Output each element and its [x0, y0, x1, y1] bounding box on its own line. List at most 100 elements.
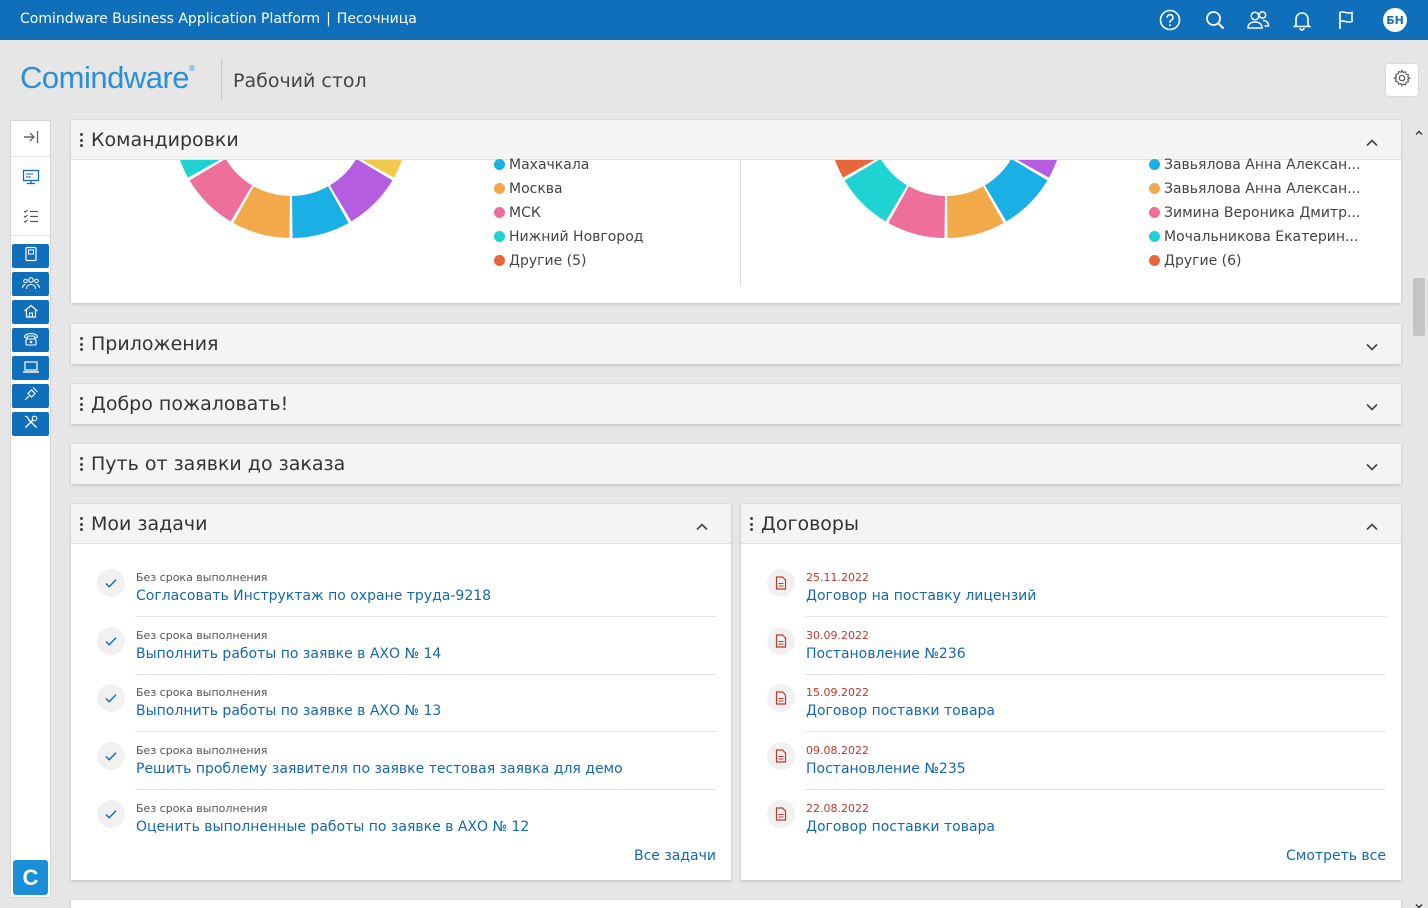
request-to-order-panel-header[interactable]: Путь от заявки до заказа [71, 444, 1401, 484]
task-row[interactable]: Без срока выполнения Выполнить работы по… [95, 674, 716, 732]
drag-handle-icon[interactable] [750, 517, 753, 531]
legend-dot [494, 231, 505, 242]
legend-dot [1149, 207, 1160, 218]
top-bar: Comindware Business Application Platform… [0, 0, 1428, 40]
see-all-contracts-link[interactable]: Смотреть все [1286, 848, 1386, 864]
document-icon [767, 800, 795, 828]
contract-date: 30.09.2022 [806, 629, 869, 642]
task-row[interactable]: Без срока выполнения Решить проблему зая… [95, 732, 716, 790]
check-icon[interactable] [97, 627, 125, 655]
comindware-logo[interactable]: Comindware® [20, 60, 195, 96]
legend-label: Москва [509, 181, 563, 197]
drag-handle-icon[interactable] [80, 397, 83, 411]
chevron-up-icon[interactable] [1365, 134, 1379, 147]
home-icon [23, 303, 39, 322]
contract-link[interactable]: Постановление №236 [806, 646, 966, 662]
legend-item: Завьялова Анна Алексан... [1149, 179, 1361, 199]
drag-handle-icon[interactable] [80, 517, 83, 531]
apps-panel-header[interactable]: Приложения [71, 324, 1401, 364]
scroll-up-arrow-icon[interactable] [1414, 123, 1424, 135]
chevron-down-icon[interactable] [1365, 398, 1379, 411]
check-icon[interactable] [97, 569, 125, 597]
welcome-panel-title: Добро пожаловать! [91, 393, 289, 415]
sidebar-app-people[interactable] [12, 272, 49, 296]
task-link[interactable]: Согласовать Инструктаж по охране труда-9… [136, 588, 492, 604]
task-link[interactable]: Выполнить работы по заявке в АХО № 13 [136, 703, 442, 719]
task-link[interactable]: Оценить выполненные работы по заявке в А… [136, 819, 530, 835]
task-link[interactable]: Выполнить работы по заявке в АХО № 14 [136, 646, 442, 662]
task-row[interactable]: Без срока выполнения Согласовать Инструк… [95, 559, 716, 617]
user-avatar[interactable]: БН [1383, 8, 1407, 32]
contract-row[interactable]: 15.09.2022 Договор поставки товара [765, 674, 1386, 732]
people-icon [21, 275, 40, 294]
chevron-down-icon[interactable] [1365, 458, 1379, 471]
drag-handle-icon[interactable] [80, 337, 83, 351]
contract-date: 15.09.2022 [806, 686, 869, 699]
task-link[interactable]: Решить проблему заявителя по заявке тест… [136, 761, 623, 777]
chevron-up-icon[interactable] [1365, 518, 1379, 531]
legend-label: Нижний Новгород [509, 229, 644, 245]
contract-link[interactable]: Договор на поставку лицензий [806, 588, 1037, 604]
contract-row[interactable]: 09.08.2022 Постановление №235 [765, 732, 1386, 790]
bell-icon[interactable] [1291, 9, 1313, 31]
contract-row[interactable]: 30.09.2022 Постановление №236 [765, 617, 1386, 675]
sidebar-item-tasks[interactable] [11, 200, 50, 236]
legend-dot [1149, 183, 1160, 194]
my-tasks-panel-header: Мои задачи [71, 504, 731, 544]
sidebar-app-laptop[interactable] [12, 356, 49, 380]
task-row[interactable]: Без срока выполнения Оценить выполненные… [95, 790, 716, 842]
chevron-down-icon[interactable] [1365, 338, 1379, 351]
legend-dot [1149, 159, 1160, 170]
welcome-panel-header[interactable]: Добро пожаловать! [71, 384, 1401, 424]
row-divider [805, 674, 1386, 675]
legend-dot [494, 159, 505, 170]
check-icon[interactable] [97, 742, 125, 770]
sidebar-item-desktop[interactable] [11, 161, 50, 197]
contract-row[interactable]: 25.11.2022 Договор на поставку лицензий [765, 559, 1386, 617]
comindware-sidebar-logo[interactable]: C [13, 860, 48, 895]
contract-link[interactable]: Постановление №235 [806, 761, 966, 777]
check-icon[interactable] [97, 800, 125, 828]
sidebar-app-satellite[interactable] [12, 384, 49, 408]
next-panel [71, 900, 1401, 908]
scrollbar-thumb[interactable] [1413, 278, 1425, 336]
app-title: Comindware Business Application Platform… [20, 11, 417, 27]
settings-button[interactable] [1386, 64, 1418, 96]
scroll-down-arrow-icon[interactable] [1414, 896, 1424, 908]
contract-row[interactable]: 22.08.2022 Договор поставки товара [765, 790, 1386, 842]
search-icon[interactable] [1204, 9, 1226, 31]
help-icon[interactable] [1159, 9, 1181, 31]
check-icon[interactable] [97, 684, 125, 712]
sidebar-app-tools[interactable] [12, 412, 49, 436]
request-to-order-panel: Путь от заявки до заказа [71, 444, 1401, 484]
legend-label: Махачкала [509, 157, 590, 173]
sidebar-app-home[interactable] [12, 300, 49, 324]
sidebar-app-phone[interactable] [12, 328, 49, 352]
users-icon[interactable] [1246, 9, 1270, 31]
donut-segment [844, 158, 908, 222]
phone-icon [23, 331, 39, 350]
contract-link[interactable]: Договор поставки товара [806, 819, 995, 835]
drag-handle-icon[interactable] [80, 457, 83, 471]
my-tasks-panel-title: Мои задачи [91, 513, 208, 535]
trips-panel-title: Командировки [91, 129, 239, 151]
all-tasks-link[interactable]: Все задачи [633, 848, 716, 864]
flag-icon[interactable] [1336, 9, 1358, 31]
apps-panel-title: Приложения [91, 333, 219, 355]
task-row[interactable]: Без срока выполнения Выполнить работы по… [95, 617, 716, 675]
chevron-up-icon[interactable] [695, 518, 709, 531]
document-icon [767, 627, 795, 655]
contract-link[interactable]: Договор поставки товара [806, 703, 995, 719]
desktop-icon [22, 169, 40, 189]
sidebar-app-book[interactable] [12, 244, 49, 268]
donut-segment [984, 158, 1048, 222]
workspace-name: Песочница [336, 11, 417, 27]
page-scrollbar[interactable] [1410, 120, 1428, 908]
donut-segment [329, 158, 393, 222]
legend-item: Другие (5) [494, 251, 586, 271]
collapse-sidebar-button[interactable] [11, 121, 50, 157]
satellite-icon [23, 386, 39, 406]
legend-label: МСК [509, 205, 541, 221]
gear-icon [1393, 69, 1412, 91]
drag-handle-icon[interactable] [80, 133, 83, 147]
